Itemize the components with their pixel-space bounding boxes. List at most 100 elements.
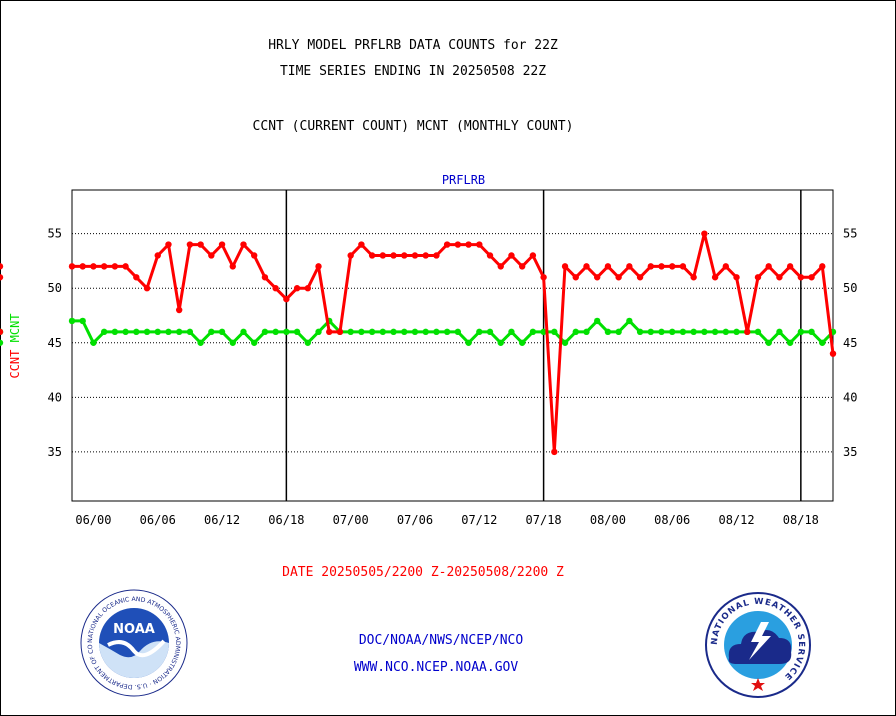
series-ccnt-point <box>518 263 526 270</box>
series-mcnt-point <box>100 328 108 336</box>
series-mcnt-point <box>722 328 730 336</box>
series-mcnt-point <box>593 317 601 325</box>
series-mcnt-point <box>561 339 569 346</box>
x-tick-label: 08/00 <box>590 513 626 527</box>
series-mcnt-point <box>776 328 783 336</box>
series-ccnt-point <box>604 263 612 270</box>
series-mcnt-point <box>197 339 204 346</box>
series-mcnt-point <box>358 328 365 336</box>
y-tick-label-right: 55 <box>843 227 857 241</box>
svg-text:NOAA: NOAA <box>113 622 155 637</box>
series-mcnt-point <box>765 339 772 346</box>
series-mcnt-point <box>819 339 826 346</box>
series-mcnt-point <box>411 328 419 336</box>
series-ccnt-point <box>197 241 204 248</box>
x-tick-label: 08/18 <box>783 513 819 527</box>
series-ccnt-point <box>293 285 301 292</box>
series-ccnt-point <box>701 230 708 237</box>
series-ccnt-point <box>583 263 590 270</box>
series-mcnt-point <box>133 328 140 336</box>
series-ccnt-point <box>133 274 140 281</box>
x-tick-label: 06/18 <box>268 513 304 527</box>
series-ccnt-point <box>615 274 622 281</box>
y-axis-label: CCNT MCNT <box>8 313 22 378</box>
series-mcnt-point <box>551 328 558 336</box>
noaa-logo: NOAA NATIONAL OCEANIC AND ATMOSPHERIC AD… <box>80 589 188 697</box>
series-ccnt-point <box>0 274 4 281</box>
series-ccnt-point <box>454 241 462 248</box>
series-ccnt-point <box>636 274 644 281</box>
series-mcnt-point <box>401 328 408 336</box>
series-mcnt-point <box>497 339 504 346</box>
series-mcnt-point <box>143 328 151 336</box>
series-ccnt-point <box>551 448 558 456</box>
series-ccnt-point <box>658 263 665 270</box>
series-mcnt-point <box>626 317 633 325</box>
series-ccnt-point <box>508 252 515 259</box>
series-ccnt-point <box>165 241 172 248</box>
series-mcnt-point <box>175 328 183 336</box>
series-mcnt-point <box>615 328 622 336</box>
x-tick-label: 06/06 <box>140 513 176 527</box>
series-ccnt-point <box>208 252 215 259</box>
nco-doc-link[interactable]: DOC/NOAA/NWS/NCEP/NCO <box>358 633 524 648</box>
series-mcnt-point <box>229 339 236 346</box>
series-mcnt-point <box>690 328 697 336</box>
series-ccnt-point <box>186 241 194 248</box>
series-ccnt-point <box>744 328 751 336</box>
series-mcnt-point <box>540 328 547 336</box>
series-mcnt-point <box>0 339 4 346</box>
series-ccnt-point <box>100 263 108 270</box>
x-tick-label: 07/00 <box>333 513 369 527</box>
series-mcnt-point <box>390 328 397 336</box>
series-mcnt-point <box>808 328 815 336</box>
series-ccnt-point <box>175 306 183 314</box>
y-tick-label-left: 40 <box>48 390 62 404</box>
chart-title-line1: HRLY MODEL PRFLRB DATA COUNTS for 22Z <box>268 38 558 53</box>
series-ccnt-point <box>572 274 579 281</box>
series-ccnt-point <box>669 263 676 270</box>
x-tick-label: 07/06 <box>397 513 433 527</box>
x-tick-label: 07/18 <box>526 513 562 527</box>
series-ccnt-point <box>304 285 312 292</box>
series-mcnt-point <box>272 328 279 336</box>
series-ccnt-point <box>326 328 333 336</box>
nco-website-link[interactable]: WWW.NCO.NCEP.NOAA.GOV <box>353 660 519 675</box>
series-mcnt-point <box>786 339 794 346</box>
series-ccnt-point <box>776 274 783 281</box>
series-ccnt-point <box>497 263 504 270</box>
series-ccnt-point <box>626 263 633 270</box>
chart-title-line2: TIME SERIES ENDING IN 20250508 22Z <box>279 64 547 79</box>
series-ccnt-point <box>593 274 601 281</box>
series-mcnt-point <box>186 328 194 336</box>
series-ccnt-point <box>218 241 226 248</box>
series-ccnt-point <box>79 263 86 270</box>
y-tick-label-left: 55 <box>48 227 62 241</box>
x-tick-label: 08/12 <box>718 513 754 527</box>
series-mcnt-point <box>658 328 665 336</box>
series-ccnt-point <box>68 263 76 270</box>
series-mcnt-point <box>304 339 312 346</box>
series-mcnt-point <box>797 328 805 336</box>
series-mcnt-point <box>529 328 537 336</box>
series-ccnt-point <box>401 252 408 259</box>
series-ccnt-point <box>272 285 279 292</box>
series-mcnt-point <box>422 328 429 336</box>
series-mcnt-point <box>454 328 462 336</box>
series-ccnt-point <box>379 252 387 259</box>
y-tick-label-right: 35 <box>843 445 857 459</box>
y-tick-label-left: 35 <box>48 445 62 459</box>
series-mcnt-point <box>347 328 354 336</box>
series-mcnt-point <box>122 328 129 336</box>
series-ccnt-point <box>347 252 354 259</box>
nws-logo: NATIONAL WEATHER SERVICE <box>705 592 811 698</box>
series-mcnt-point <box>679 328 687 336</box>
series-mcnt-point <box>583 328 590 336</box>
series-mcnt-point <box>647 328 654 336</box>
series-ccnt-point <box>154 252 161 259</box>
y-axis-label-ccnt: CCNT <box>8 350 22 379</box>
series-mcnt-point <box>79 317 86 325</box>
series-ccnt-point <box>143 285 151 292</box>
series-mcnt-point <box>368 328 376 336</box>
